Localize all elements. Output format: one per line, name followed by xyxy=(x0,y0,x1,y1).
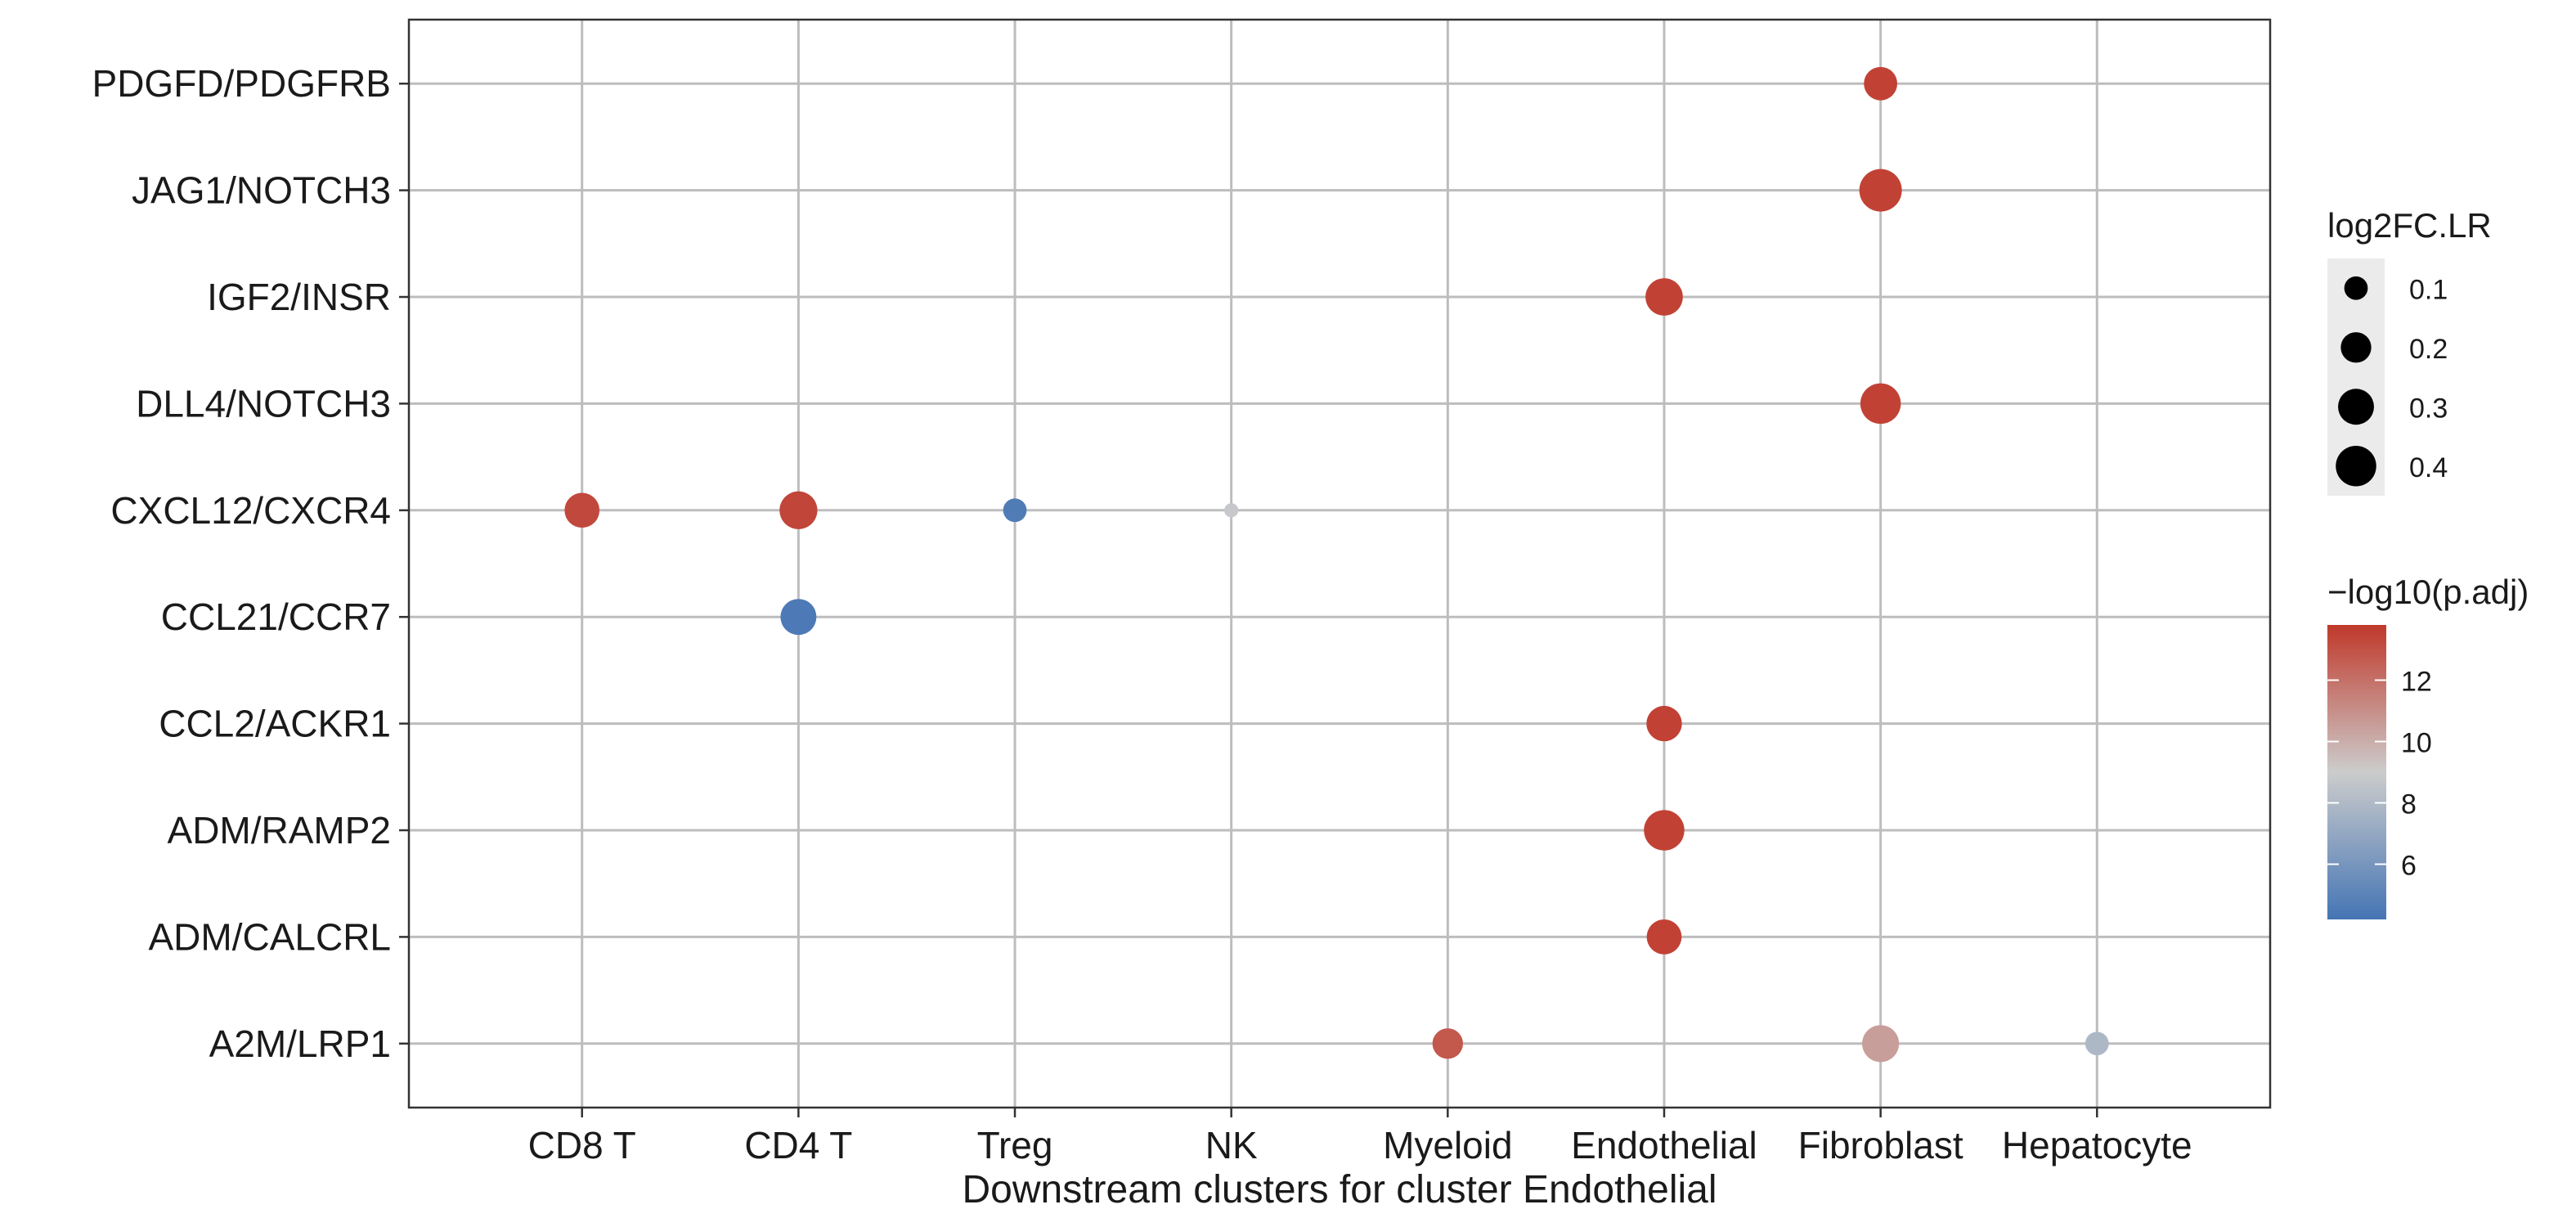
data-point xyxy=(1864,66,1898,101)
grid-lines xyxy=(409,20,2270,1108)
data-points xyxy=(564,66,2109,1063)
data-point xyxy=(564,492,600,528)
size-legend-label: 0.4 xyxy=(2409,452,2448,483)
colorbar-tick-label: 8 xyxy=(2401,789,2417,820)
data-point xyxy=(1003,498,1027,523)
size-legend-items: 0.1 0.2 0.3 0.4 xyxy=(2336,274,2448,487)
size-legend-dot xyxy=(2344,276,2368,300)
data-point xyxy=(1859,169,1902,212)
x-axis-ticks: CD8 T CD4 T Treg NK Myeloid Endothelial Fibrob… xyxy=(528,1108,2192,1166)
data-point xyxy=(1224,503,1239,518)
colorbar-tick-label: 10 xyxy=(2401,728,2432,759)
y-tick-label: PDGFD/PDGFRB xyxy=(92,62,391,105)
y-tick-label: DLL4/NOTCH3 xyxy=(136,382,391,425)
size-legend-label: 0.2 xyxy=(2409,334,2448,365)
y-tick-label: CCL21/CCR7 xyxy=(161,596,391,638)
data-point xyxy=(779,491,818,529)
x-axis-title: Downstream clusters for cluster Endothel… xyxy=(962,1168,1717,1211)
x-tick-label: CD4 T xyxy=(744,1124,852,1166)
data-point xyxy=(1646,705,1682,742)
y-tick-label: IGF2/INSR xyxy=(207,276,391,318)
data-point xyxy=(1646,919,1682,955)
y-tick-label: CCL2/ACKR1 xyxy=(159,703,391,745)
panel-border xyxy=(407,18,2272,1109)
color-legend: −log10(p.adj) 6 8 10 12 xyxy=(2327,573,2529,919)
colorbar-ticks: 6 8 10 12 xyxy=(2327,667,2432,882)
x-tick-label: NK xyxy=(1205,1124,1258,1166)
y-tick-label: ADM/CALCRL xyxy=(148,915,391,958)
colorbar-tick-label: 12 xyxy=(2401,667,2432,698)
x-tick-label: Myeloid xyxy=(1383,1124,1513,1166)
data-point xyxy=(1432,1028,1463,1059)
data-point xyxy=(780,599,817,636)
y-tick-label: CXCL12/CXCR4 xyxy=(110,489,391,532)
colorbar-tick-label: 6 xyxy=(2401,851,2417,882)
data-point xyxy=(1860,383,1901,425)
panel-background xyxy=(409,20,2270,1108)
x-tick-label: Endothelial xyxy=(1571,1124,1757,1166)
x-tick-label: Fibroblast xyxy=(1798,1124,1963,1166)
size-legend-dot xyxy=(2336,446,2376,487)
size-legend-title: log2FC.LR xyxy=(2327,206,2492,245)
x-tick-label: Hepatocyte xyxy=(2002,1124,2192,1166)
size-legend-dot xyxy=(2340,332,2372,363)
colorbar xyxy=(2327,625,2386,919)
x-tick-label: Treg xyxy=(977,1124,1053,1166)
size-legend-label: 0.1 xyxy=(2409,274,2448,305)
data-point xyxy=(1644,810,1685,851)
y-axis-ticks: A2M/LRP1 ADM/CALCRL ADM/RAMP2 CCL2/ACKR1 CCL… xyxy=(92,62,409,1065)
y-tick-label: JAG1/NOTCH3 xyxy=(132,169,391,212)
color-legend-title: −log10(p.adj) xyxy=(2327,573,2529,611)
size-legend-dot xyxy=(2338,389,2374,425)
size-legend-label: 0.3 xyxy=(2409,393,2448,424)
size-legend: log2FC.LR 0.1 0.2 0.3 0.4 xyxy=(2327,206,2492,496)
data-point xyxy=(2085,1031,2109,1056)
y-tick-label: A2M/LRP1 xyxy=(209,1022,391,1065)
data-point xyxy=(1645,278,1683,316)
y-tick-label: ADM/RAMP2 xyxy=(168,809,391,852)
x-tick-label: CD8 T xyxy=(528,1124,636,1166)
data-point xyxy=(1862,1025,1900,1063)
